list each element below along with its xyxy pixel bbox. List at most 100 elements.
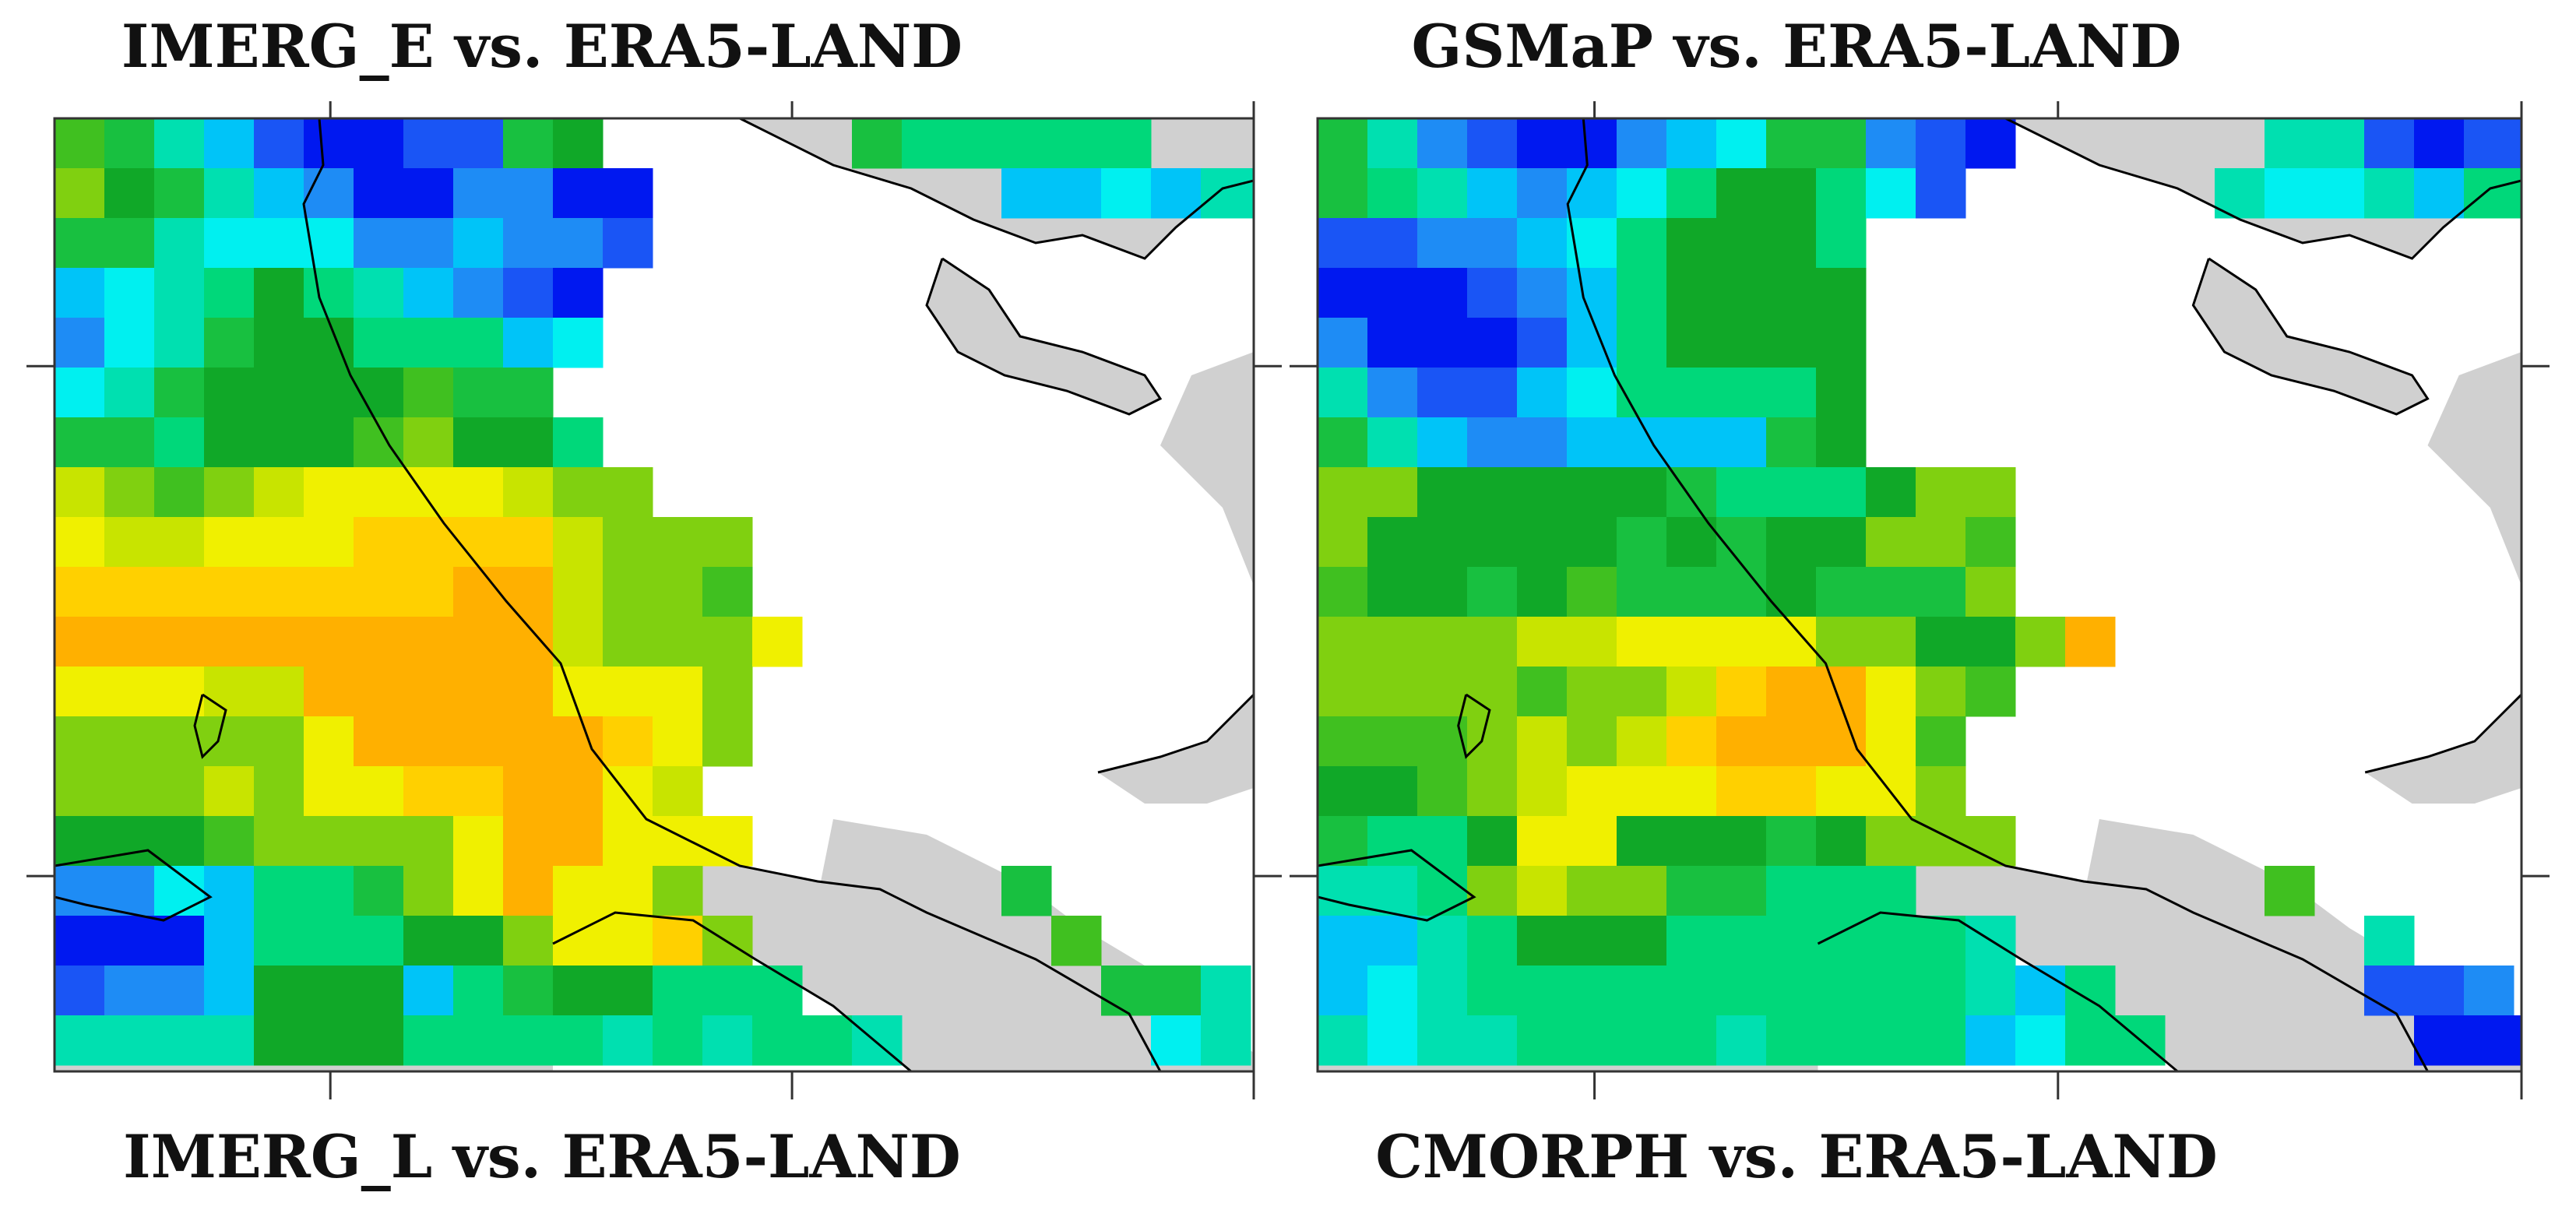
grid-cell bbox=[1101, 966, 1152, 1016]
grid-cell bbox=[2464, 168, 2514, 219]
grid-cell bbox=[304, 368, 354, 418]
grid-cell bbox=[104, 617, 155, 667]
grid-cell bbox=[254, 417, 304, 468]
grid-cell bbox=[1866, 716, 1916, 767]
grid-cell bbox=[154, 417, 205, 468]
grid-cell bbox=[453, 368, 504, 418]
grid-cell bbox=[1517, 517, 1568, 568]
grid-cell bbox=[1567, 567, 1617, 617]
grid-cell bbox=[1766, 866, 1817, 916]
grid-cell bbox=[304, 866, 354, 916]
grid-cell bbox=[653, 766, 703, 817]
grid-cell bbox=[603, 716, 653, 767]
coastline bbox=[552, 911, 912, 1071]
grid-cell bbox=[453, 667, 504, 717]
grid-cell bbox=[453, 916, 504, 966]
coastline bbox=[1457, 693, 1491, 759]
grid-cell bbox=[1417, 816, 1468, 867]
grid-cell bbox=[1101, 168, 1152, 219]
grid-cell bbox=[1666, 916, 1717, 966]
coastline bbox=[2191, 257, 2430, 416]
grid-cell bbox=[204, 168, 255, 219]
grid-cell bbox=[2464, 118, 2514, 169]
grid-cell bbox=[204, 617, 255, 667]
grid-cell bbox=[1567, 716, 1617, 767]
grid-cell bbox=[1001, 866, 1052, 916]
grid-cell bbox=[104, 168, 155, 219]
grid-cell bbox=[1766, 368, 1817, 418]
grid-cell bbox=[204, 766, 255, 817]
grid-cell bbox=[204, 318, 255, 368]
grid-cell bbox=[553, 218, 604, 269]
grid-cell bbox=[55, 417, 105, 468]
grid-cell bbox=[1151, 966, 1202, 1016]
grid-cell bbox=[1816, 716, 1867, 767]
grid-cell bbox=[254, 966, 304, 1016]
grid-cell bbox=[2464, 966, 2514, 1016]
grid-cell bbox=[1666, 667, 1717, 717]
grid-cell bbox=[1467, 966, 1518, 1016]
grid-cell bbox=[254, 368, 304, 418]
grid-cell bbox=[154, 268, 205, 318]
grid-cell bbox=[1517, 617, 1568, 667]
grid-cell bbox=[603, 966, 653, 1016]
grid-cell bbox=[1617, 766, 1667, 817]
grid-cell bbox=[204, 218, 255, 269]
grid-cell bbox=[2265, 866, 2315, 916]
grid-cell bbox=[1567, 916, 1617, 966]
grid-cell bbox=[204, 1015, 255, 1066]
grid-cell bbox=[254, 766, 304, 817]
grid-cell bbox=[2364, 118, 2415, 169]
grid-cell bbox=[104, 966, 155, 1016]
grid-cell bbox=[1916, 567, 1966, 617]
grid-cell bbox=[503, 916, 554, 966]
grid-cell bbox=[1318, 168, 1368, 219]
grid-cell bbox=[802, 1015, 853, 1066]
grid-cell bbox=[403, 417, 454, 468]
grid-cell bbox=[1517, 368, 1568, 418]
grid-cell bbox=[752, 1015, 803, 1066]
grid-cell bbox=[55, 368, 105, 418]
grid-cell bbox=[1666, 766, 1717, 817]
grid-cell bbox=[1766, 816, 1817, 867]
grid-cell bbox=[154, 966, 205, 1016]
grid-cell bbox=[553, 318, 604, 368]
grid-cell bbox=[453, 766, 504, 817]
grid-cell bbox=[1151, 168, 1202, 219]
grid-cell bbox=[603, 866, 653, 916]
grid-cell bbox=[1617, 168, 1667, 219]
grid-cell bbox=[1467, 118, 1518, 169]
grid-cell bbox=[1318, 667, 1368, 717]
grid-cell bbox=[553, 1015, 604, 1066]
grid-cell bbox=[1318, 318, 1368, 368]
grid-cell bbox=[1666, 617, 1717, 667]
grid-cell bbox=[1251, 168, 1254, 219]
grid-cell bbox=[1367, 1015, 1418, 1066]
grid-cell bbox=[1367, 617, 1418, 667]
grid-cell bbox=[1001, 168, 1052, 219]
grid-cell bbox=[354, 617, 404, 667]
grid-cell bbox=[653, 916, 703, 966]
grid-cell bbox=[1766, 268, 1817, 318]
grid-cell bbox=[503, 966, 554, 1016]
grid-cell bbox=[104, 318, 155, 368]
grid-cell bbox=[2314, 168, 2365, 219]
grid-cell bbox=[304, 118, 354, 169]
grid-cell bbox=[304, 667, 354, 717]
grid-cell bbox=[1417, 417, 1468, 468]
grid-cell bbox=[1467, 268, 1518, 318]
grid-cell bbox=[204, 268, 255, 318]
grid-cell bbox=[1916, 517, 1966, 568]
grid-cell bbox=[1816, 218, 1867, 269]
grid-cell bbox=[1716, 467, 1767, 518]
grid-cell bbox=[304, 966, 354, 1016]
grid-cell bbox=[154, 218, 205, 269]
grid-cell bbox=[1567, 766, 1617, 817]
grid-cell bbox=[1417, 916, 1468, 966]
grid-cell bbox=[403, 168, 454, 219]
grid-cell bbox=[1866, 1015, 1916, 1066]
grid-cell bbox=[1666, 118, 1717, 169]
grid-cell bbox=[55, 467, 105, 518]
grid-cell bbox=[403, 268, 454, 318]
grid-cell bbox=[254, 716, 304, 767]
